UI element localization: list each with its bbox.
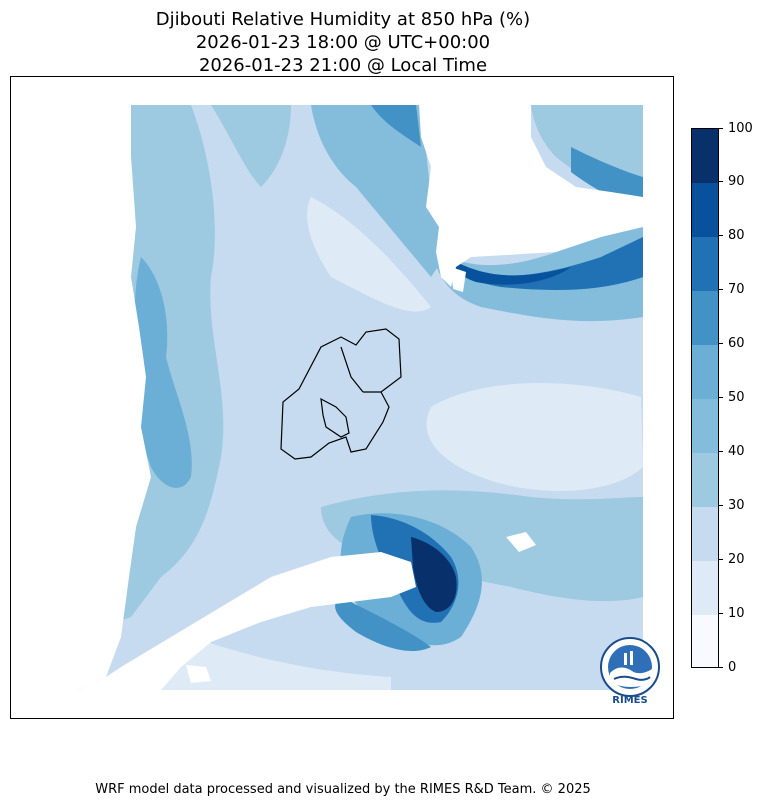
rimes-logo-icon (600, 637, 660, 697)
mask-bottom (11, 690, 673, 718)
gulf-coast-90 (451, 259, 571, 285)
rimes-logo: RIMES (596, 635, 664, 707)
colorbar-label: 80 (728, 228, 745, 243)
colorbar-tick (718, 559, 723, 560)
colorbar-segment (692, 453, 718, 507)
rimes-logo-text: RIMES (612, 695, 648, 706)
colorbar-label: 60 (728, 336, 745, 351)
colorbar-tick (718, 235, 723, 236)
colorbar-tick (718, 451, 723, 452)
colorbar (691, 128, 719, 668)
colorbar-tick (718, 613, 723, 614)
mask-south-hole-2 (186, 665, 211, 683)
colorbar-segment (692, 507, 718, 561)
dry-zone-north (307, 197, 431, 312)
colorbar-label: 30 (728, 498, 745, 513)
mask-east (643, 105, 673, 718)
colorbar-segment (692, 561, 718, 615)
title-line-1: Djibouti Relative Humidity at 850 hPa (%… (155, 9, 531, 30)
colorbar-label: 100 (728, 121, 753, 136)
gulf-coast-40 (431, 217, 643, 322)
colorbar-tick (718, 667, 723, 668)
northeast-band-40 (311, 105, 451, 277)
mask-gulf-hole (451, 267, 466, 292)
colorbar-tick (718, 128, 723, 129)
colorbar-segment (692, 291, 718, 345)
mask-west-patch-1 (39, 107, 51, 137)
colorbar-segment (692, 345, 718, 399)
colorbar-tick (718, 181, 723, 182)
colorbar-segment (692, 129, 718, 183)
dry-zone-east (426, 383, 643, 491)
north-band-30 (211, 105, 291, 187)
colorbar-label: 90 (728, 174, 745, 189)
colorbar-tick (718, 397, 723, 398)
mask-top (11, 77, 673, 105)
colorbar-label: 70 (728, 282, 745, 297)
northeast-corner-70 (571, 147, 643, 207)
humidity-contour-layer (11, 77, 673, 718)
mask-south-land (15, 552, 416, 718)
mask-south-hole (506, 532, 536, 552)
colorbar-tick (718, 289, 723, 290)
northeast-band-60 (371, 105, 421, 147)
colorbar-label: 50 (728, 390, 745, 405)
colorbar-label: 10 (728, 606, 745, 621)
colorbar-tick (718, 505, 723, 506)
colorbar-tick (718, 343, 723, 344)
colorbar-label: 0 (728, 660, 737, 675)
colorbar-label: 40 (728, 444, 745, 459)
mask-north-gulf (419, 105, 643, 287)
humidity-map[interactable] (10, 76, 674, 719)
djibouti-border (280, 328, 402, 460)
colorbar-segment (692, 237, 718, 291)
west-band-50 (134, 257, 192, 488)
title-line-3: 2026-01-23 21:00 @ Local Time (198, 55, 488, 76)
colorbar-segment (692, 399, 718, 453)
footer-credit: WRF model data processed and visualized … (95, 782, 591, 797)
map-title: Djibouti Relative Humidity at 850 hPa (%… (0, 8, 686, 77)
mask-west (11, 77, 151, 718)
south-wing-60 (335, 597, 431, 652)
colorbar-segment (692, 183, 718, 237)
title-line-2: 2026-01-23 18:00 @ UTC+00:00 (195, 32, 491, 53)
colorbar-segment (692, 615, 718, 667)
dry-zone-south (161, 637, 391, 690)
south-band-100 (411, 537, 457, 612)
colorbar-label: 20 (728, 552, 745, 567)
